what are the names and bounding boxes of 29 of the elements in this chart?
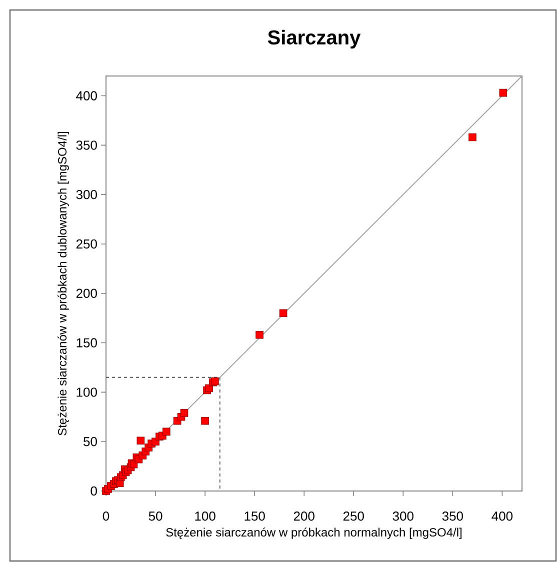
x-tick-label: 50 bbox=[148, 512, 162, 521]
x-tick-label: 400 bbox=[492, 512, 513, 521]
y-tick-label: 400 bbox=[76, 91, 97, 100]
x-tick-label: 300 bbox=[392, 512, 414, 521]
point bbox=[468, 133, 476, 142]
x-tick-label: 150 bbox=[244, 512, 265, 521]
y-tick-label: 50 bbox=[84, 436, 97, 446]
x-axis-title: Stężenie siarczanów w próbkach normalnych [mgSO4/l] bbox=[166, 528, 462, 539]
y-tick-label: 350 bbox=[76, 140, 97, 150]
point bbox=[279, 309, 288, 318]
y-tick-label: 250 bbox=[76, 239, 97, 249]
x-tick-label: 0 bbox=[102, 512, 110, 521]
point bbox=[499, 88, 508, 97]
x-tick-label: 100 bbox=[195, 512, 216, 521]
y-tick-label: 100 bbox=[76, 388, 97, 397]
x-tick-label: 250 bbox=[343, 512, 364, 521]
y-tick-label: 150 bbox=[76, 338, 97, 348]
chart-title: Siarczany bbox=[268, 30, 361, 48]
x-tick-label: 200 bbox=[294, 512, 314, 521]
point bbox=[162, 428, 170, 436]
y-tick-label: 200 bbox=[76, 288, 97, 298]
point bbox=[201, 416, 209, 425]
point bbox=[180, 409, 188, 417]
y-axis-title: Stężenie siarczanów w próbkach dublowanych [mgSO4/l] bbox=[58, 132, 69, 436]
y-tick-label: 300 bbox=[76, 190, 97, 200]
y-tick-label: 0 bbox=[90, 486, 97, 496]
point bbox=[256, 330, 264, 339]
x-tick-label: 350 bbox=[442, 512, 463, 521]
point bbox=[136, 436, 145, 445]
